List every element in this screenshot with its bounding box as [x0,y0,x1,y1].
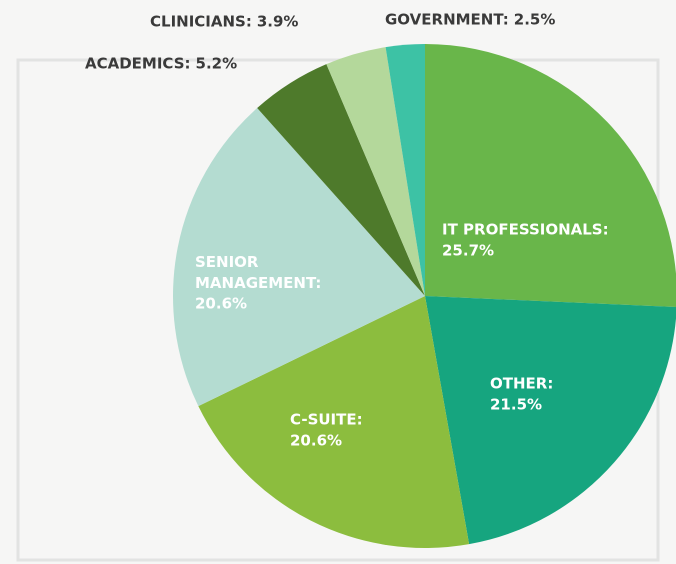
value-label: 3.9% [257,13,299,31]
value-label: 21.5% [490,396,542,414]
pie-slice [257,64,425,296]
value-label: 5.2% [196,55,238,73]
pie-slice [425,296,676,545]
value-label: 25.7% [442,242,494,260]
value-label: 2.5% [514,11,556,29]
pie-slice [198,296,470,548]
slice-label: ACADEMICS: [85,55,191,73]
value-label: 20.6% [195,295,247,313]
value-label: 20.6% [290,432,342,450]
slice-label: IT PROFESSIONALS: [442,221,609,239]
pie-slice [173,108,425,407]
slice-label: CLINICIANS: [150,13,252,31]
pie-slice [326,47,425,296]
slice-label: C-SUITE: [290,411,363,429]
slice-label: GOVERNMENT: [385,11,509,29]
pie-slice [425,44,676,308]
slice-label: SENIOR MANAGEMENT: [195,253,321,292]
pie-slice [385,44,425,296]
slice-label: OTHER: [490,375,553,393]
